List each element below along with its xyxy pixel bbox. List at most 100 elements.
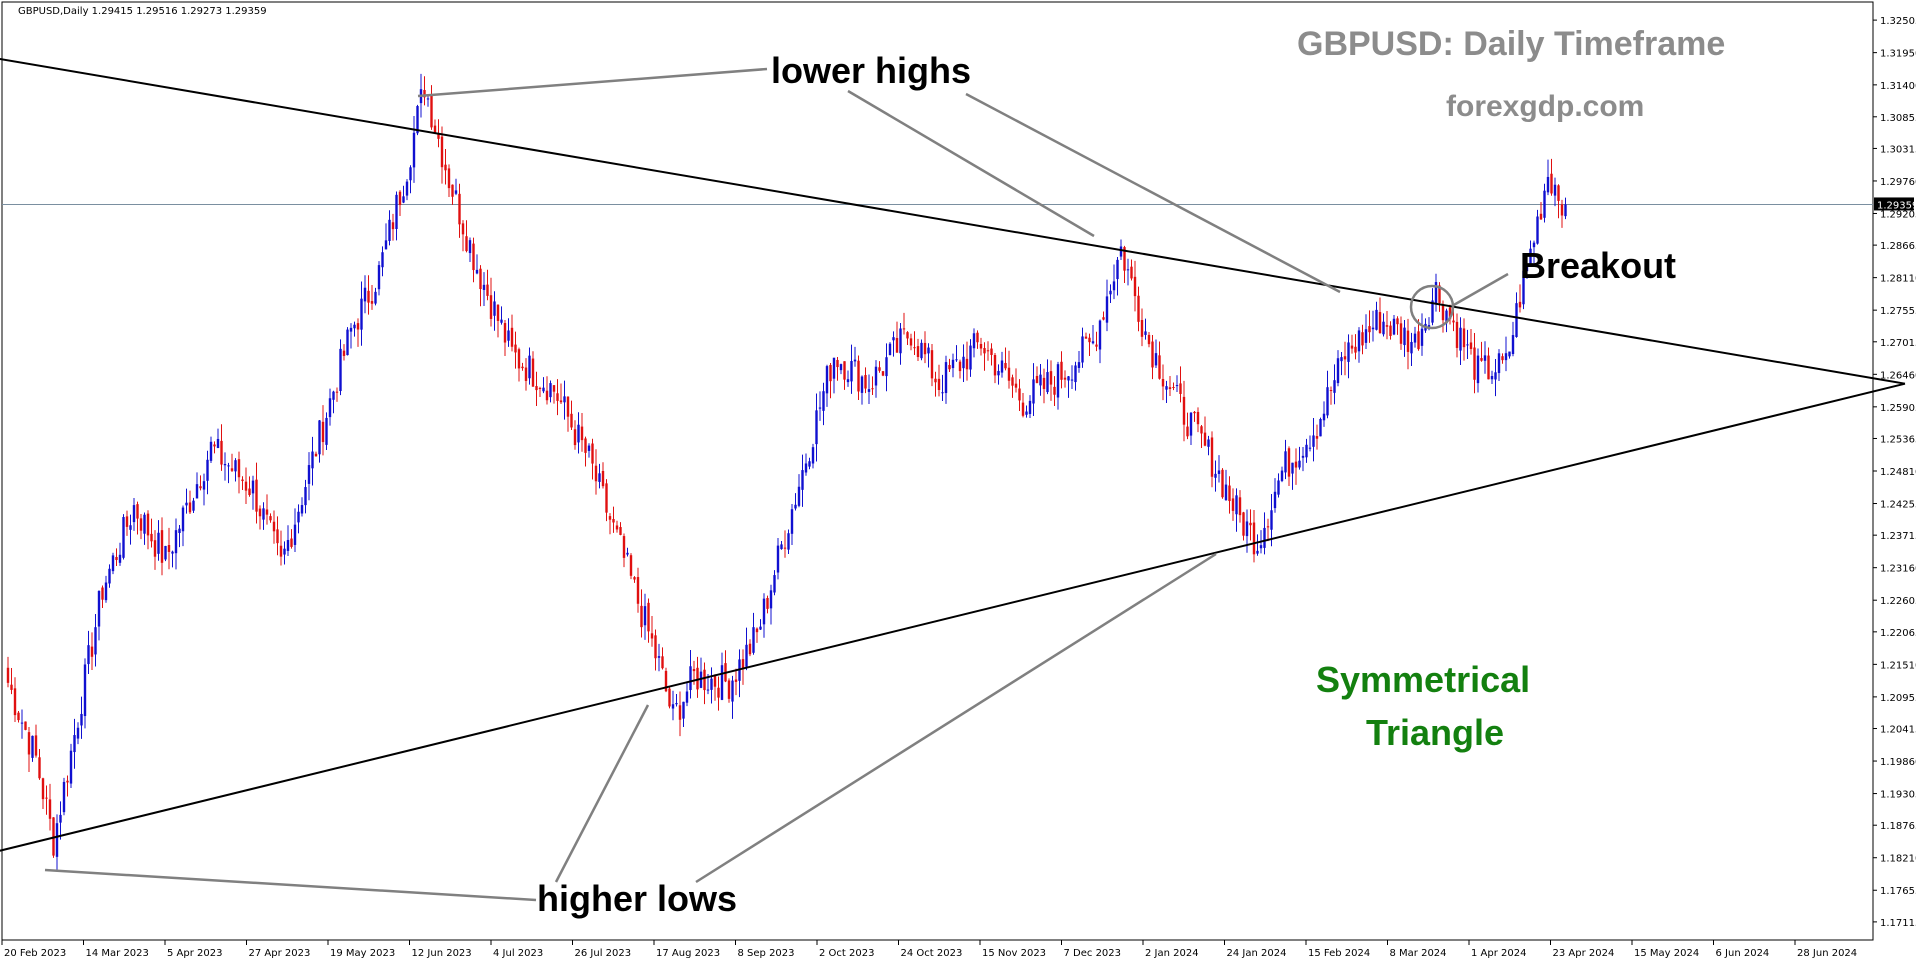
candle-bull (31, 735, 34, 758)
candle-bear (290, 538, 293, 547)
candle-bear (356, 323, 360, 330)
candle-bull (1112, 281, 1116, 291)
current-price-value: 1.29359 (1877, 200, 1916, 211)
candle-bull (1154, 353, 1158, 366)
y-tick-label: 1.29205 (1880, 209, 1916, 220)
candle-bear (948, 364, 951, 370)
candle-bear (766, 597, 769, 609)
candle-bull (951, 359, 955, 369)
candle-bull (1466, 344, 1469, 346)
candle-bull (1263, 527, 1266, 548)
candle-bear (713, 675, 717, 687)
candle-bull (1382, 321, 1385, 335)
candle-bear (531, 358, 535, 387)
candle-bull (577, 424, 580, 443)
candle-bear (279, 545, 283, 557)
candle-bull (1301, 455, 1305, 458)
candle-bull (363, 287, 367, 302)
candle-bear (41, 778, 45, 800)
candle-bull (171, 551, 174, 554)
candle-bull (804, 463, 808, 473)
candle-bull (745, 644, 748, 667)
candle-bull (1280, 470, 1284, 481)
candle-bear (1399, 323, 1403, 344)
candle-bear (1557, 185, 1560, 201)
candle-bear (1417, 331, 1420, 350)
candle-bear (237, 459, 241, 478)
candle-bull (426, 98, 430, 100)
candle-bear (668, 688, 671, 707)
candle-bear (696, 667, 699, 690)
candle-bull (1511, 335, 1515, 354)
candle-bear (913, 347, 916, 349)
candle-bull (671, 704, 675, 709)
candle-bear (552, 385, 556, 392)
candle-bull (1077, 362, 1081, 368)
candle-bear (1480, 358, 1483, 361)
candle-bear (150, 533, 153, 542)
candle-bull (790, 509, 794, 534)
candle-bear (188, 502, 192, 513)
candle-bear (983, 348, 986, 354)
candle-bear (1294, 461, 1298, 468)
pointer-low-2 (554, 704, 650, 883)
candle-bear (1462, 328, 1466, 348)
candle-bear (1252, 522, 1256, 555)
candle-bear (1487, 355, 1490, 380)
candle-bull (528, 355, 531, 379)
candle-bull (801, 470, 804, 490)
candle-bear (615, 525, 619, 530)
candle-bear (881, 371, 885, 376)
candle-bear (465, 236, 468, 252)
candle-bull (1214, 473, 1217, 478)
candle-bull (657, 656, 661, 658)
candle-bear (1560, 204, 1564, 216)
candle-bear (727, 680, 731, 699)
candle-bear (244, 481, 248, 491)
pattern-label-line2: Triangle (1366, 712, 1504, 753)
candle-bull (80, 713, 83, 726)
candle-bull (832, 357, 836, 379)
y-tick-label: 1.25365 (1880, 434, 1916, 445)
candle-bull (381, 252, 384, 268)
candle-bull (822, 391, 825, 411)
candle-bear (1361, 332, 1364, 346)
candle-bear (1452, 320, 1455, 323)
lower-trendline (0, 382, 1906, 852)
candle-bear (1021, 402, 1025, 416)
candle-bull (815, 410, 818, 445)
candle-bull (395, 194, 398, 230)
candle-bear (1063, 377, 1067, 380)
candle-bear (1200, 426, 1203, 434)
candle-bear (199, 486, 202, 489)
candle-bull (97, 590, 101, 627)
candle-bull (73, 735, 76, 753)
candle-bull (818, 407, 822, 409)
candle-bull (507, 330, 510, 341)
price-axis: 1.32505 1.31950 1.31400 1.30855 1.30315 1.297… (1873, 16, 1916, 929)
candle-bear (871, 388, 874, 390)
candle-bull (1298, 460, 1301, 468)
candle-bear (524, 367, 528, 381)
candle-bear (1137, 295, 1140, 322)
candle-bull (1217, 470, 1221, 474)
candle-bear (990, 348, 993, 355)
candle-bull (55, 823, 59, 857)
candle-bear (1221, 469, 1224, 498)
candle-bull (384, 240, 388, 250)
candle-bull (874, 366, 878, 386)
candle-bull (339, 348, 342, 392)
candle-bear (857, 360, 860, 392)
candle-bear (370, 301, 374, 304)
candle-bull (1504, 353, 1508, 361)
candle-bull (1308, 447, 1312, 449)
candle-bull (1235, 495, 1238, 515)
candle-bull (626, 552, 629, 555)
candle-bull (1413, 333, 1417, 343)
candle-bear (601, 471, 605, 487)
candle-bear (1518, 301, 1522, 308)
candle-bear (559, 400, 563, 403)
candle-bull (972, 333, 976, 349)
candle-bull (1189, 412, 1193, 436)
